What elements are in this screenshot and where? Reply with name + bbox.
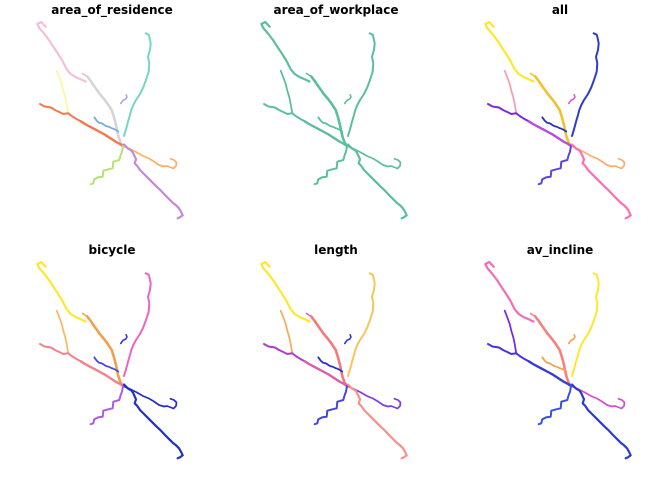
- route-squiggle: [317, 356, 344, 373]
- route-east: [122, 385, 178, 410]
- route-ne_stub: [567, 334, 576, 345]
- route-wshort: [503, 309, 518, 355]
- route-mid: [86, 75, 125, 148]
- route-network-map: [36, 260, 184, 460]
- panel-title: all: [551, 3, 569, 17]
- route-network-map: [260, 20, 408, 220]
- route-wlong_outer: [263, 343, 306, 363]
- panel-title: length: [314, 243, 358, 257]
- route-steps: [537, 145, 572, 186]
- route-east: [570, 145, 626, 170]
- route-se: [346, 383, 408, 460]
- route-ne: [123, 32, 152, 137]
- route-ne: [571, 272, 600, 377]
- route-mid: [534, 315, 573, 388]
- route-wlong_outer: [39, 103, 82, 123]
- route-mid: [86, 315, 125, 388]
- panel-av-incline: av_incline: [448, 240, 672, 480]
- route-squiggle: [93, 116, 120, 133]
- panel-title: bicycle: [88, 243, 136, 257]
- panel-title: av_incline: [526, 243, 594, 257]
- route-wlong_inner: [79, 360, 125, 388]
- route-steps: [89, 145, 124, 186]
- route-nw: [260, 260, 311, 323]
- route-east: [570, 385, 626, 410]
- route-ne_stub: [343, 334, 352, 345]
- route-mid: [310, 315, 349, 388]
- panel-bicycle: bicycle: [0, 240, 224, 480]
- route-wlong_inner: [303, 120, 349, 148]
- route-se: [570, 143, 632, 220]
- panel-area-of-workplace: area_of_workplace: [224, 0, 448, 240]
- route-steps: [313, 145, 348, 186]
- route-steps: [89, 385, 124, 426]
- route-ne: [347, 32, 376, 137]
- route-wlong_inner: [527, 120, 573, 148]
- route-network-map: [484, 20, 632, 220]
- route-wshort: [279, 69, 294, 115]
- route-wlong_outer: [263, 103, 306, 123]
- route-se: [570, 383, 632, 460]
- route-nw: [260, 20, 311, 83]
- route-east: [346, 385, 402, 410]
- route-squiggle: [541, 116, 568, 133]
- route-mid: [534, 75, 573, 148]
- route-wshort: [503, 69, 518, 115]
- route-ne_stub: [567, 94, 576, 105]
- panel-all: all: [448, 0, 672, 240]
- route-wlong_inner: [303, 360, 349, 388]
- route-ne_stub: [119, 334, 128, 345]
- route-nw: [484, 20, 535, 83]
- route-network-map: [260, 260, 408, 460]
- route-steps: [537, 385, 572, 426]
- route-se: [346, 143, 408, 220]
- route-squiggle: [541, 356, 568, 373]
- route-ne_stub: [119, 94, 128, 105]
- route-wlong_inner: [527, 360, 573, 388]
- route-squiggle: [93, 356, 120, 373]
- route-steps: [313, 385, 348, 426]
- route-nw: [36, 260, 87, 323]
- route-ne: [571, 32, 600, 137]
- route-network-map: [36, 20, 184, 220]
- route-se: [122, 143, 184, 220]
- route-se: [122, 383, 184, 460]
- route-wshort: [55, 309, 70, 355]
- route-network-map: [484, 260, 632, 460]
- route-ne: [123, 272, 152, 377]
- panel-area-of-residence: area_of_residence: [0, 0, 224, 240]
- route-nw: [36, 20, 87, 83]
- route-wshort: [279, 309, 294, 355]
- route-mid: [310, 75, 349, 148]
- route-wshort: [55, 69, 70, 115]
- route-east: [346, 145, 402, 170]
- route-wlong_outer: [39, 343, 82, 363]
- panel-title: area_of_residence: [51, 3, 173, 17]
- route-ne: [347, 272, 376, 377]
- panel-title: area_of_workplace: [273, 3, 399, 17]
- route-ne_stub: [343, 94, 352, 105]
- route-wlong_inner: [79, 120, 125, 148]
- route-wlong_outer: [487, 343, 530, 363]
- route-east: [122, 145, 178, 170]
- route-wlong_outer: [487, 103, 530, 123]
- route-squiggle: [317, 116, 344, 133]
- panel-length: length: [224, 240, 448, 480]
- route-nw: [484, 260, 535, 323]
